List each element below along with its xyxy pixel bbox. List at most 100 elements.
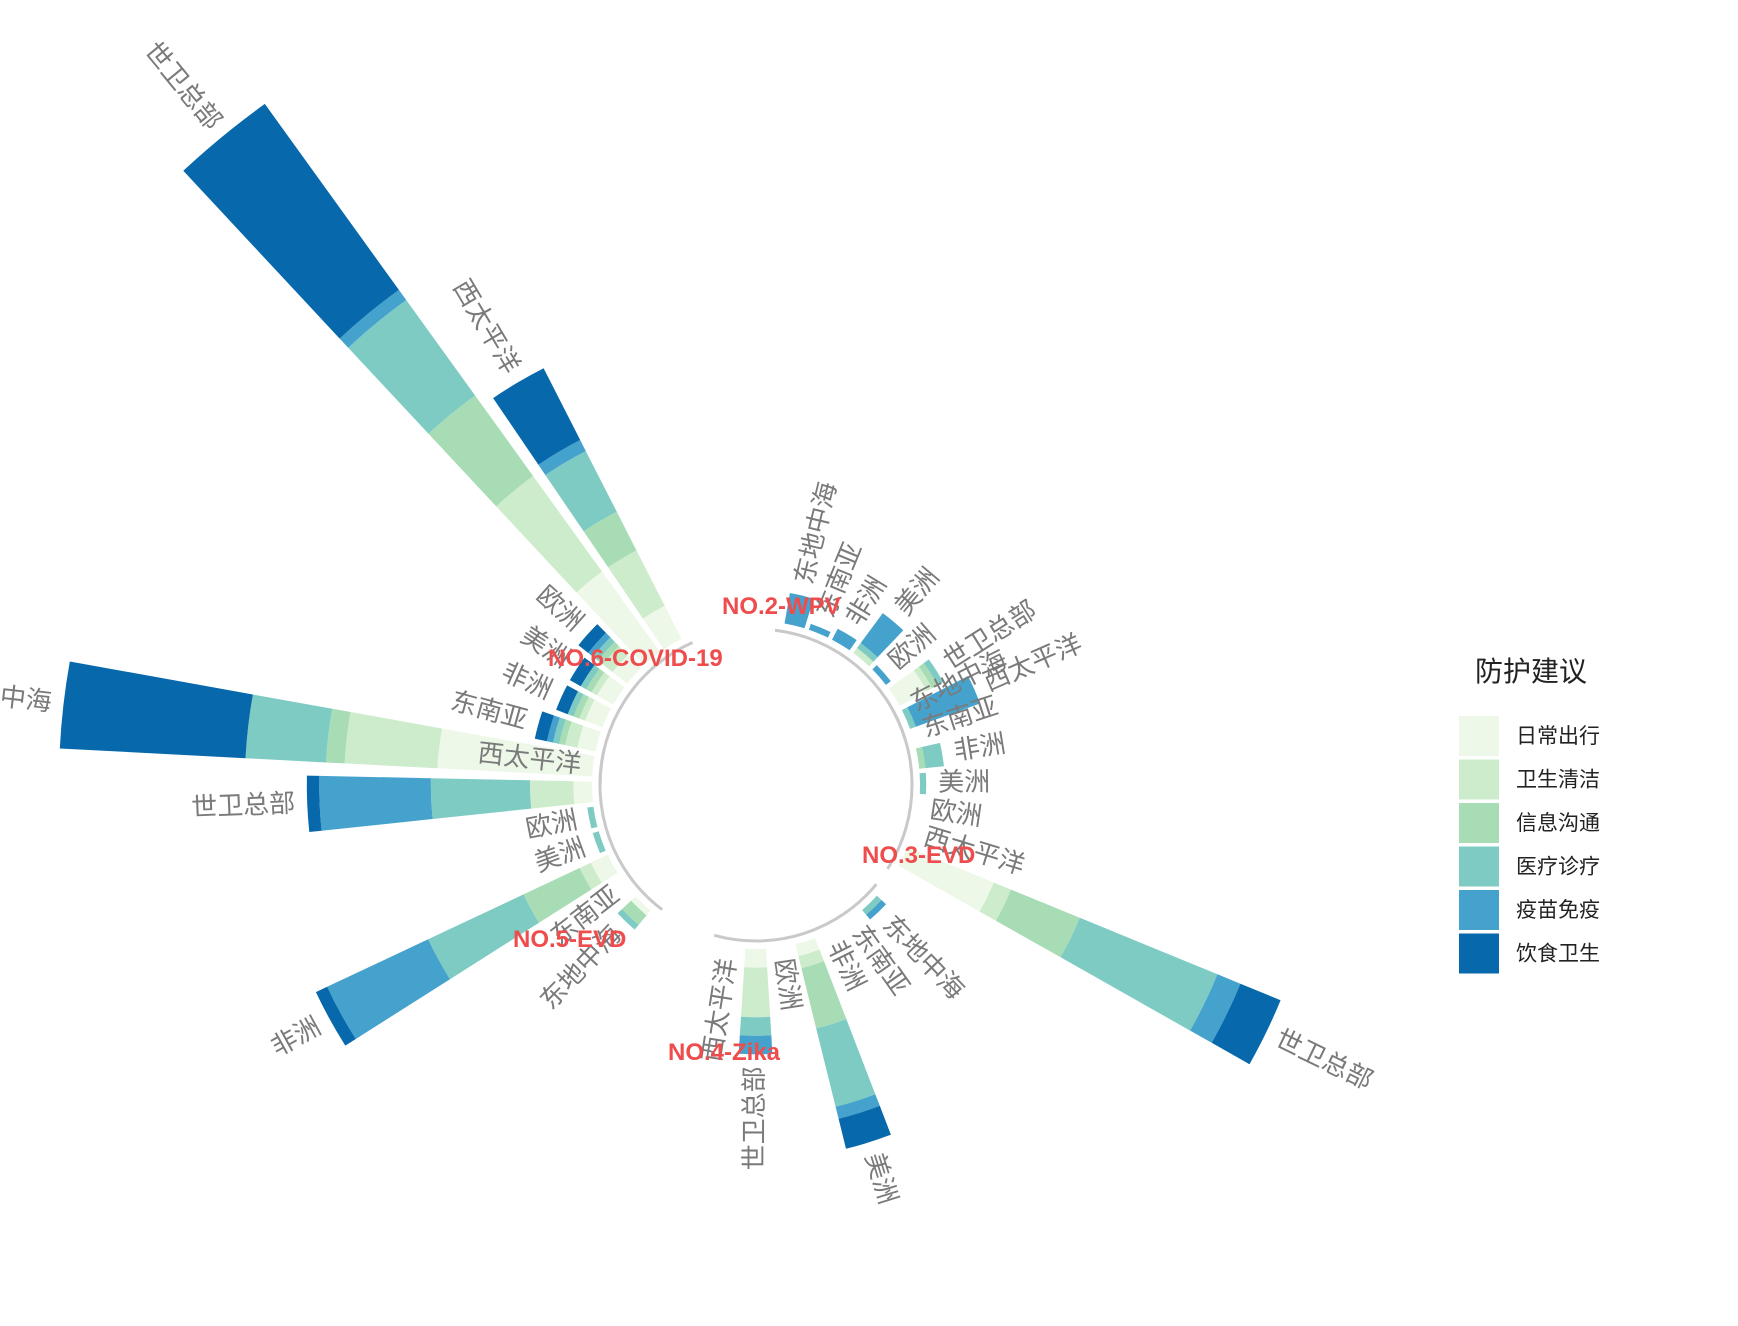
- bar-segment: [534, 711, 554, 742]
- legend-title: 防护建议: [1475, 655, 1587, 688]
- bar-segment: [59, 661, 253, 759]
- bar-segment: [608, 550, 665, 619]
- region-label: 世卫总部: [740, 1066, 770, 1170]
- bar-segment: [784, 593, 814, 629]
- bar-segment: [319, 775, 433, 831]
- bar-segment: [588, 632, 611, 657]
- region-label: 美洲: [858, 1149, 902, 1208]
- bar-segment: [556, 685, 578, 715]
- bar-segment: [1211, 983, 1281, 1065]
- bar-segment: [995, 889, 1080, 958]
- bar-segment: [437, 728, 595, 777]
- bar-segment: [801, 961, 847, 1029]
- bar-segment: [579, 862, 602, 890]
- bar-segment: [1060, 917, 1218, 1031]
- bar-segment: [348, 300, 476, 434]
- bar-segment: [860, 613, 904, 658]
- legend-label: 信息沟通: [1516, 811, 1600, 835]
- group-label: NO.2-WPV: [722, 593, 841, 620]
- bar-segment: [592, 831, 606, 854]
- group-label: NO.6-COVID-19: [548, 645, 723, 672]
- bar-segment: [529, 780, 575, 809]
- bar-segment: [339, 289, 407, 348]
- chart-groups: 东地中海 东南亚非洲美洲欧洲世卫总部西太平洋NO.6-COVID-19东地中海东南…: [0, 37, 1377, 1208]
- region-label: 西太平洋: [446, 275, 525, 380]
- bar-segment: [583, 511, 637, 568]
- bar-segment: [816, 1019, 876, 1107]
- bar-segment: [496, 476, 602, 593]
- bar-segment: [612, 655, 641, 684]
- bar-segment: [430, 778, 532, 819]
- bar-segment: [428, 395, 534, 507]
- bar-segment: [567, 691, 584, 717]
- bar-segment: [872, 665, 891, 685]
- region-label: 世卫总部: [1270, 1024, 1377, 1096]
- group-label: NO.5-EVD: [513, 926, 626, 953]
- bar-segment: [586, 668, 605, 693]
- bar-segment: [344, 712, 442, 769]
- bar-segment: [602, 646, 628, 673]
- bar-segment: [183, 103, 399, 339]
- bar-segment: [919, 772, 927, 795]
- bar-segment: [597, 641, 620, 665]
- bar-segment: [538, 440, 586, 475]
- legend-label: 卫生清洁: [1516, 768, 1600, 792]
- bar-segment: [326, 708, 351, 764]
- bar-segment: [739, 1016, 772, 1036]
- bar-segment: [744, 948, 768, 968]
- bar-segment: [245, 694, 333, 763]
- bar-segment: [576, 571, 661, 666]
- bar-segment: [1190, 974, 1241, 1043]
- region-label: 美洲: [889, 562, 945, 621]
- bar-segment: [617, 909, 639, 930]
- bar-segment: [798, 949, 824, 969]
- bar-segment: [493, 368, 581, 465]
- bar-segment: [898, 847, 994, 912]
- bar-segment: [631, 896, 651, 916]
- region-label: 欧洲: [928, 795, 984, 832]
- legend-swatch: [1459, 759, 1499, 800]
- bar-segment: [642, 605, 682, 650]
- bar-segment: [428, 894, 539, 980]
- region-label: 欧洲: [768, 957, 806, 1013]
- bar-segment: [866, 900, 887, 920]
- legend-swatch: [1459, 890, 1499, 930]
- bar-segment: [921, 742, 944, 769]
- bar-segment: [907, 676, 980, 727]
- bar-segment: [741, 967, 771, 1018]
- bar-segment: [862, 895, 882, 915]
- group-label: NO.4-Zika: [668, 1039, 781, 1066]
- legend-swatch: [1459, 846, 1499, 887]
- bar-segment: [585, 699, 611, 728]
- bar-segment: [622, 900, 647, 925]
- bar-segment: [315, 986, 356, 1046]
- legend-swatch: [1459, 803, 1499, 843]
- bar-segment: [838, 1105, 891, 1149]
- bar-segment: [593, 637, 615, 661]
- bar-segment: [596, 676, 625, 705]
- legend-label: 医疗诊疗: [1516, 855, 1600, 879]
- bar-segment: [573, 694, 589, 719]
- bar-segment: [888, 670, 927, 706]
- bar-segment: [565, 721, 584, 748]
- region-label: 世卫总部: [138, 37, 227, 136]
- bar-segment: [545, 451, 617, 532]
- bar-segment: [580, 665, 600, 690]
- region-label: 世卫总部: [191, 789, 296, 823]
- bar-segment: [306, 775, 322, 832]
- bar-segment: [915, 747, 926, 769]
- bar-segment: [590, 854, 618, 883]
- bar-segment: [857, 643, 878, 662]
- bar-segment: [578, 624, 606, 653]
- bar-segment: [835, 1094, 880, 1119]
- legend-swatch: [1459, 716, 1499, 756]
- bar-segment: [832, 628, 857, 651]
- region-label: 美洲: [938, 767, 990, 797]
- bar-segment: [553, 717, 566, 744]
